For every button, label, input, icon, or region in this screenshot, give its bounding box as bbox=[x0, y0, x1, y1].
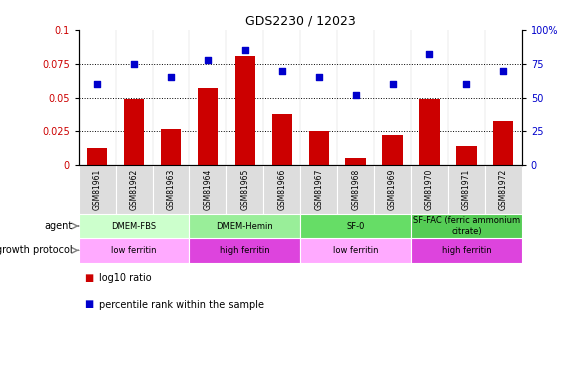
Title: GDS2230 / 12023: GDS2230 / 12023 bbox=[245, 15, 356, 27]
Point bbox=[240, 47, 250, 53]
Point bbox=[166, 74, 175, 80]
Bar bbox=[153, 165, 189, 214]
Bar bbox=[235, 56, 255, 165]
Bar bbox=[346, 158, 366, 165]
Point bbox=[351, 92, 360, 98]
Bar bbox=[411, 214, 522, 238]
Text: SF-FAC (ferric ammonium
citrate): SF-FAC (ferric ammonium citrate) bbox=[413, 216, 520, 236]
Text: GSM81961: GSM81961 bbox=[93, 169, 101, 210]
Point bbox=[129, 61, 139, 67]
Text: agent: agent bbox=[45, 221, 73, 231]
Bar bbox=[485, 165, 522, 214]
Text: GSM81969: GSM81969 bbox=[388, 169, 397, 210]
Point bbox=[93, 81, 102, 87]
Bar bbox=[79, 165, 115, 214]
Text: GSM81970: GSM81970 bbox=[425, 169, 434, 210]
Point bbox=[425, 51, 434, 57]
Point bbox=[462, 81, 471, 87]
Text: log10 ratio: log10 ratio bbox=[99, 273, 152, 283]
Text: DMEM-FBS: DMEM-FBS bbox=[111, 222, 157, 231]
Bar bbox=[264, 165, 300, 214]
Bar bbox=[87, 148, 107, 165]
Text: percentile rank within the sample: percentile rank within the sample bbox=[99, 300, 264, 309]
Bar bbox=[198, 88, 218, 165]
Text: GSM81967: GSM81967 bbox=[314, 169, 323, 210]
Text: DMEM-Hemin: DMEM-Hemin bbox=[216, 222, 273, 231]
Bar bbox=[79, 238, 189, 262]
Bar bbox=[448, 165, 485, 214]
Bar bbox=[374, 165, 411, 214]
Point bbox=[203, 57, 213, 63]
Text: GSM81964: GSM81964 bbox=[203, 169, 212, 210]
Bar bbox=[456, 146, 476, 165]
Bar bbox=[115, 165, 153, 214]
Text: GSM81965: GSM81965 bbox=[240, 169, 250, 210]
Bar bbox=[189, 238, 300, 262]
Point bbox=[388, 81, 397, 87]
Point bbox=[498, 68, 508, 74]
Bar bbox=[419, 99, 440, 165]
Text: low ferritin: low ferritin bbox=[111, 246, 157, 255]
Text: GSM81963: GSM81963 bbox=[167, 169, 175, 210]
Bar bbox=[337, 165, 374, 214]
Bar bbox=[411, 165, 448, 214]
Bar bbox=[189, 165, 226, 214]
Bar bbox=[79, 214, 189, 238]
Text: GSM81972: GSM81972 bbox=[499, 169, 508, 210]
Bar bbox=[226, 165, 264, 214]
Bar bbox=[300, 238, 411, 262]
Text: low ferritin: low ferritin bbox=[333, 246, 378, 255]
Text: GSM81971: GSM81971 bbox=[462, 169, 471, 210]
Text: GSM81966: GSM81966 bbox=[278, 169, 286, 210]
Text: ■: ■ bbox=[85, 273, 97, 283]
Text: growth protocol: growth protocol bbox=[0, 245, 73, 255]
Bar bbox=[411, 238, 522, 262]
Bar bbox=[300, 214, 411, 238]
Bar bbox=[189, 214, 300, 238]
Bar bbox=[161, 129, 181, 165]
Bar bbox=[272, 114, 292, 165]
Point bbox=[277, 68, 286, 74]
Text: high ferritin: high ferritin bbox=[220, 246, 270, 255]
Bar bbox=[124, 99, 144, 165]
Text: ■: ■ bbox=[85, 300, 97, 309]
Bar bbox=[300, 165, 337, 214]
Text: GSM81962: GSM81962 bbox=[129, 169, 139, 210]
Text: GSM81968: GSM81968 bbox=[351, 169, 360, 210]
Text: high ferritin: high ferritin bbox=[441, 246, 491, 255]
Point bbox=[314, 74, 324, 80]
Bar bbox=[493, 121, 514, 165]
Bar bbox=[382, 135, 403, 165]
Text: SF-0: SF-0 bbox=[346, 222, 365, 231]
Bar bbox=[308, 131, 329, 165]
